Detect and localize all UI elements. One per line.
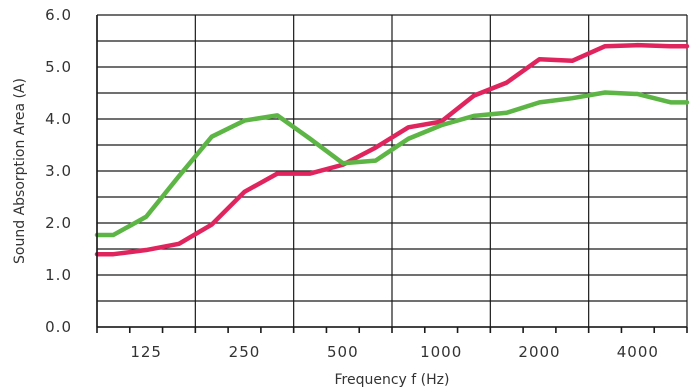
series-line-2 [94,90,690,238]
series-line-1 [94,42,690,257]
y-tick-label: 0.0 [45,318,72,336]
y-tick-label: 6.0 [45,6,72,24]
y-tick-label: 2.0 [45,214,72,232]
axes [96,15,688,333]
y-tick-label: 5.0 [45,58,72,76]
x-tick-label: 250 [229,343,261,361]
x-tick-label: 2000 [518,343,560,361]
x-tick-label: 125 [130,343,162,361]
x-tick-labels: 125 250 500 1000 2000 4000 [130,343,659,361]
y-tick-label: 1.0 [45,266,72,284]
x-tick-label: 4000 [617,343,659,361]
y-axis-label: Sound Absorption Area (A) [12,78,28,264]
series-layer [94,42,690,257]
x-tick-label: 500 [327,343,359,361]
y-tick-labels: 0.0 1.0 2.0 3.0 4.0 5.0 6.0 [45,6,72,336]
y-tick-label: 3.0 [45,162,72,180]
x-axis-label: Frequency f (Hz) [335,372,450,388]
y-tick-label: 4.0 [45,110,72,128]
x-tick-label: 1000 [420,343,462,361]
